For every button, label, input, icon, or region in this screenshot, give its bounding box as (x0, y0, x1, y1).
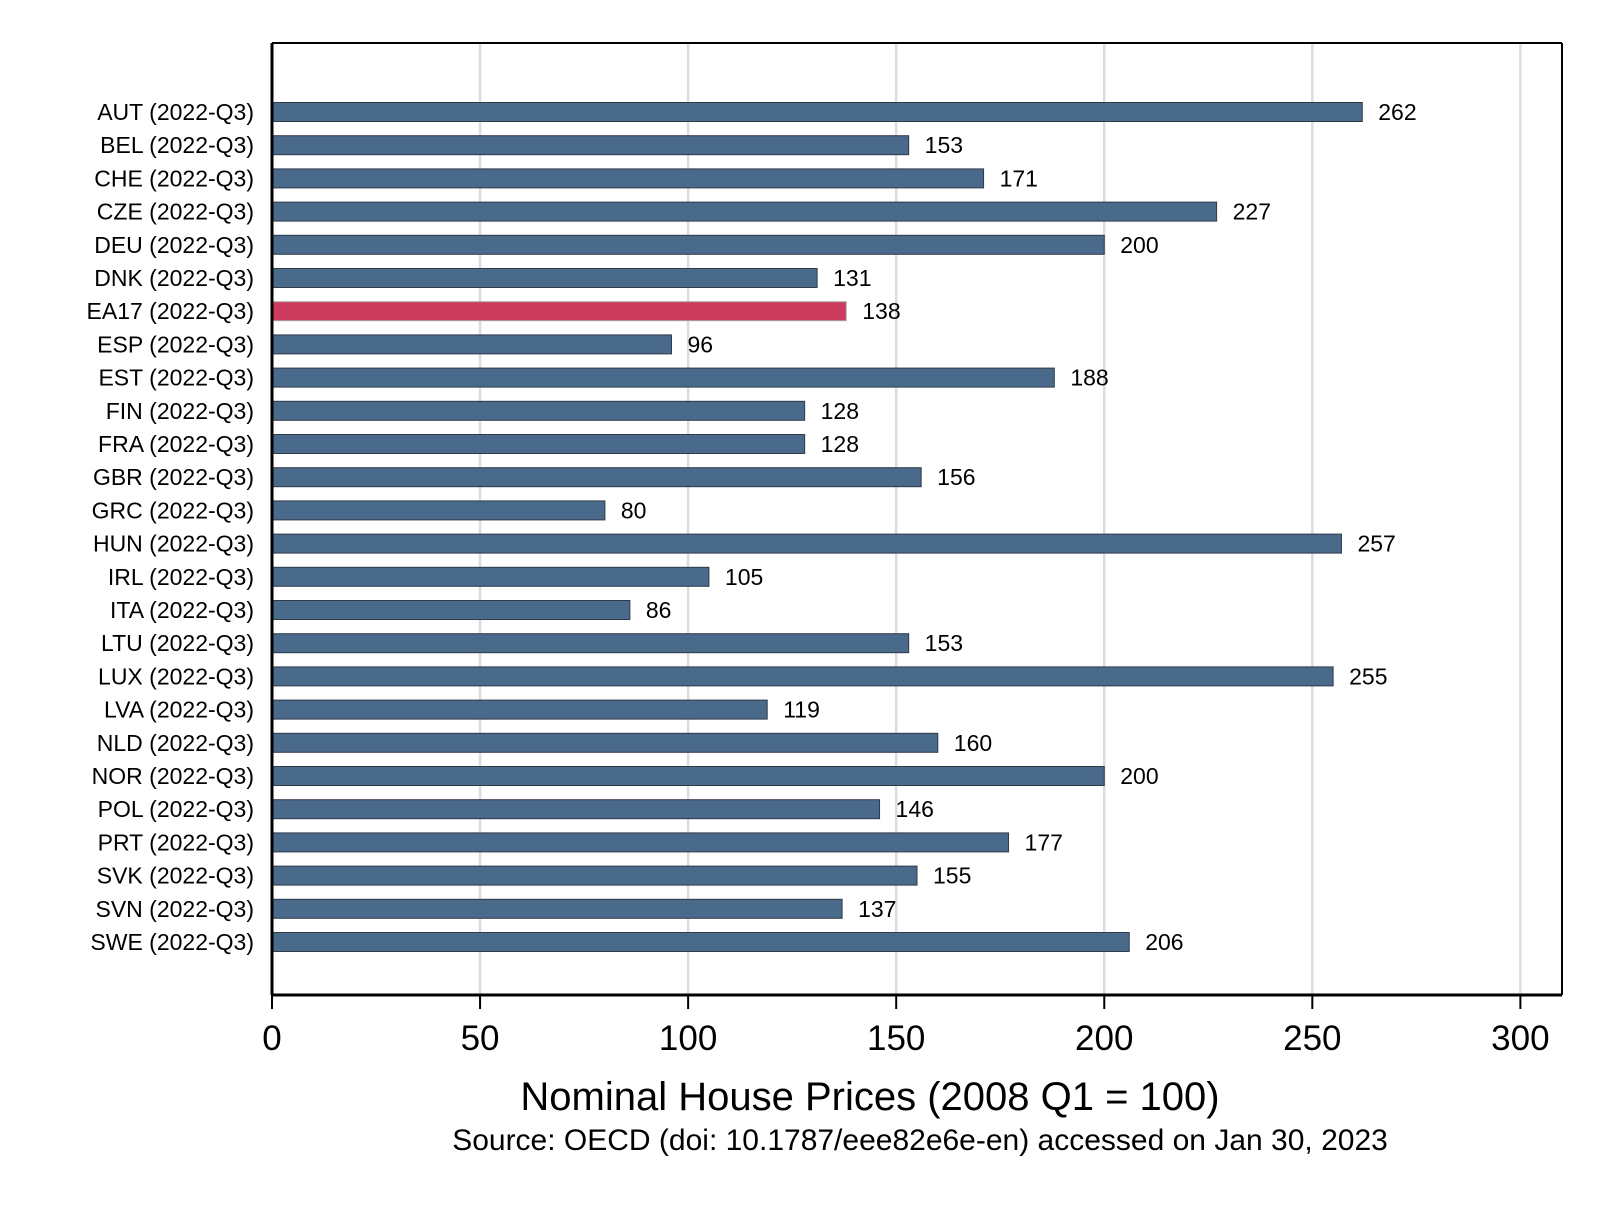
value-label: 128 (821, 398, 859, 424)
bar (271, 832, 1010, 853)
bar (271, 500, 606, 521)
category-label: GBR (2022-Q3) (93, 464, 254, 490)
category-label: SVK (2022-Q3) (97, 863, 254, 889)
bar (271, 301, 847, 322)
category-label: ITA (2022-Q3) (110, 597, 254, 623)
bar (271, 932, 1130, 952)
value-label: 227 (1233, 199, 1271, 225)
bar (271, 766, 1105, 786)
bar (271, 367, 1055, 388)
value-label: 257 (1357, 531, 1395, 557)
value-label: 80 (621, 497, 647, 523)
value-label: 146 (896, 796, 934, 822)
value-label: 137 (858, 896, 896, 922)
value-label: 153 (925, 132, 963, 158)
bar (271, 799, 881, 820)
value-label: 119 (783, 697, 820, 723)
bar (271, 434, 806, 454)
value-label: 86 (646, 597, 672, 623)
value-label: 255 (1349, 663, 1387, 689)
category-label: CHE (2022-Q3) (94, 165, 254, 191)
value-labels: 262 153 171 227 200 131 138 96 188 128 128 156 80 257… (621, 99, 1417, 955)
category-label: NLD (2022-Q3) (97, 730, 254, 756)
bar (271, 268, 818, 288)
category-label: BEL (2022-Q3) (100, 132, 254, 158)
value-label: 128 (821, 431, 859, 457)
value-label: 138 (862, 298, 900, 324)
x-axis-ticks: 0 50 100 150 200 250 300 (262, 995, 1550, 1058)
value-label: 200 (1120, 763, 1158, 789)
category-label: EA17 (2022-Q3) (87, 298, 254, 324)
category-label: SWE (2022-Q3) (90, 929, 254, 955)
category-label: SVN (2022-Q3) (95, 896, 254, 922)
bar (271, 135, 910, 156)
category-label: EST (2022-Q3) (98, 365, 254, 391)
value-label: 171 (1000, 165, 1038, 191)
category-label: FRA (2022-Q3) (98, 431, 254, 457)
category-label: LTU (2022-Q3) (101, 630, 254, 656)
value-label: 177 (1025, 829, 1063, 855)
value-label: 262 (1378, 99, 1416, 125)
bar (271, 168, 985, 189)
bar (271, 102, 1363, 122)
x-tick-label: 50 (461, 1019, 500, 1058)
category-label: IRL (2022-Q3) (108, 564, 254, 590)
bar (271, 600, 631, 620)
value-label: 200 (1120, 232, 1158, 258)
value-label: 155 (933, 863, 971, 889)
bar (271, 201, 1218, 222)
bar (271, 633, 910, 654)
value-label: 206 (1145, 929, 1183, 955)
category-label: DNK (2022-Q3) (94, 265, 254, 291)
bar (271, 334, 672, 355)
category-label: GRC (2022-Q3) (92, 497, 254, 523)
category-label: FIN (2022-Q3) (106, 398, 254, 424)
category-label: LVA (2022-Q3) (104, 697, 254, 723)
bar (271, 699, 768, 720)
category-label: POL (2022-Q3) (98, 796, 254, 822)
bar (271, 666, 1334, 687)
category-label: NOR (2022-Q3) (92, 763, 254, 789)
category-label: LUX (2022-Q3) (98, 663, 254, 689)
bar (271, 566, 710, 587)
value-label: 160 (954, 730, 992, 756)
x-tick-label: 300 (1491, 1019, 1549, 1058)
value-label: 131 (833, 265, 871, 291)
value-label: 188 (1070, 365, 1108, 391)
category-label: CZE (2022-Q3) (97, 199, 254, 225)
bar (271, 865, 918, 886)
x-tick-label: 200 (1075, 1019, 1133, 1058)
category-label: DEU (2022-Q3) (94, 232, 254, 258)
category-labels: AUT (2022-Q3) BEL (2022-Q3) CHE (2022-Q3) C… (87, 99, 254, 955)
category-label: AUT (2022-Q3) (97, 99, 254, 125)
bar (271, 467, 922, 488)
bar (271, 533, 1342, 554)
bar (271, 400, 806, 421)
bar (271, 234, 1105, 255)
x-tick-label: 0 (262, 1019, 281, 1058)
plot-frame (270, 42, 1563, 997)
source-note: Source: OECD (doi: 10.1787/eee82e6e-en) … (452, 1124, 1388, 1157)
value-label: 105 (725, 564, 763, 590)
x-tick-label: 150 (867, 1019, 925, 1058)
bars (271, 102, 1363, 952)
x-axis-title: Nominal House Prices (2008 Q1 = 100) (520, 1075, 1219, 1119)
category-label: HUN (2022-Q3) (93, 531, 254, 557)
category-label: PRT (2022-Q3) (98, 829, 254, 855)
bar (271, 732, 939, 753)
x-tick-label: 100 (659, 1019, 717, 1058)
category-label: ESP (2022-Q3) (97, 331, 254, 357)
x-tick-label: 250 (1283, 1019, 1341, 1058)
value-label: 153 (925, 630, 963, 656)
bar (271, 898, 843, 919)
value-label: 156 (937, 464, 975, 490)
value-label: 96 (687, 331, 713, 357)
